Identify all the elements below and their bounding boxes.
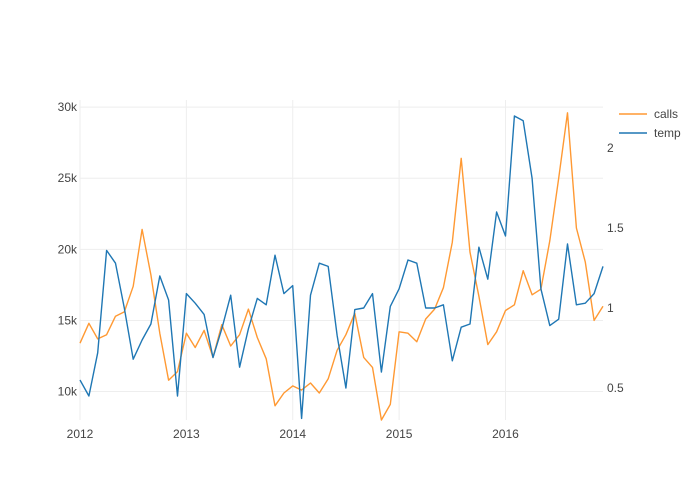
y-axis-left-ticks: 10k 15k 20k 25k 30k: [58, 100, 78, 398]
y-left-tick-label: 10k: [58, 385, 78, 399]
legend-item-temp[interactable]: temp: [619, 126, 681, 140]
y-left-tick-label: 25k: [58, 171, 78, 185]
y-axis-right-ticks: 0.5 1 1.5 2: [607, 141, 624, 395]
y-right-tick-label: 2: [607, 141, 614, 155]
y-right-tick-label: 0.5: [607, 381, 624, 395]
x-tick-label: 2014: [279, 427, 306, 441]
y-right-tick-label: 1: [607, 301, 614, 315]
legend-item-calls[interactable]: calls: [619, 107, 678, 121]
y-left-tick-label: 30k: [58, 100, 78, 114]
x-tick-label: 2016: [492, 427, 519, 441]
grid-lines: [79, 100, 603, 420]
x-tick-label: 2015: [386, 427, 413, 441]
series-line-temp: [79, 115, 604, 420]
y-left-tick-label: 20k: [58, 242, 78, 256]
plot-traces: [79, 112, 604, 421]
y-left-tick-label: 15k: [58, 313, 78, 327]
y-right-tick-label: 1.5: [607, 221, 624, 235]
x-axis-ticks: 2012 2013 2014 2015 2016: [67, 427, 520, 441]
legend-label: calls: [654, 107, 678, 121]
legend[interactable]: calls temp: [619, 107, 681, 140]
x-tick-label: 2013: [173, 427, 200, 441]
legend-label: temp: [654, 126, 681, 140]
series-line-calls: [79, 112, 604, 421]
x-tick-label: 2012: [67, 427, 94, 441]
